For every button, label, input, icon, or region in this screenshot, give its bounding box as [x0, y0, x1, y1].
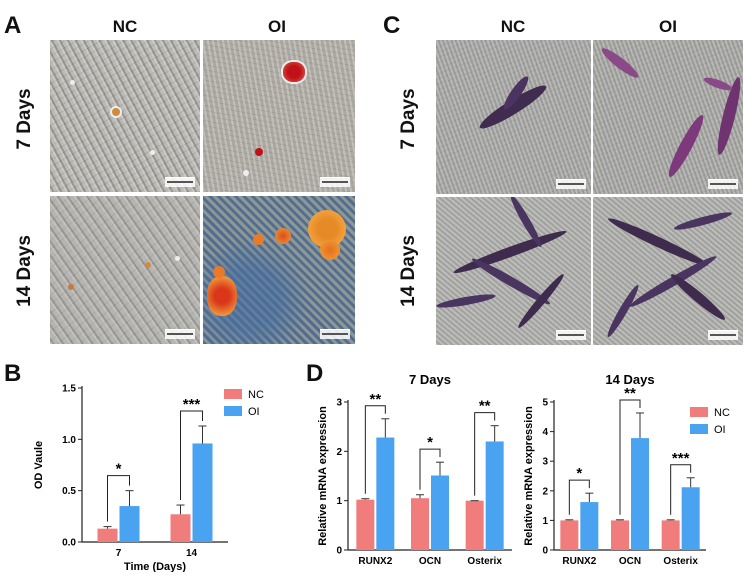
chart-d1-sig-bracket-2 — [474, 412, 496, 496]
chart-d2-ytick-label-2: 2 — [542, 486, 548, 497]
chart-b-xlabel: Time (Days) — [124, 561, 186, 572]
chart-d1-sig-label-1: * — [427, 434, 433, 451]
chart-b-bar-oi-0 — [119, 506, 140, 542]
chart-b-legend-swatch-oi — [224, 406, 242, 416]
micrograph-c-nc-7days — [436, 40, 591, 194]
panel-a-col-oi: OI — [268, 17, 286, 36]
chart-b-ylabel: OD Vaule — [33, 441, 45, 489]
chart-d2-sig-label-0: * — [576, 465, 582, 482]
chart-d1-xtick-label-1: OCN — [419, 556, 441, 567]
chart-d1-ytick-label-1: 1 — [336, 496, 342, 507]
panel-c-row-14days: 14 Days — [398, 235, 419, 307]
chart-d1-ytick-label-3: 3 — [336, 398, 342, 409]
micrograph-c-oi-14days — [593, 197, 743, 345]
chart-d2-legend-label-nc: NC — [714, 407, 730, 419]
chart-b-sig-bracket-1 — [180, 410, 203, 501]
chart-d1-xtick-label-2: Osterix — [467, 556, 502, 567]
chart-d1-bar-nc-0 — [356, 499, 375, 550]
chart-d2-ytick-label-1: 1 — [542, 516, 548, 527]
chart-d1-sig-label-2: ** — [479, 398, 491, 415]
chart-d1-xtick-label-0: RUNX2 — [358, 556, 392, 567]
chart-b-legend-label-nc: NC — [248, 389, 264, 401]
chart-b-bar-nc-1 — [170, 514, 191, 542]
micrograph-c-oi-7days — [593, 40, 743, 194]
chart-d1-ytick-label-2: 2 — [336, 447, 342, 458]
panel-d-label: D — [306, 360, 324, 387]
chart-d2-bar-oi-2 — [681, 487, 700, 550]
chart-b-xtick-label-1: 14 — [186, 548, 198, 559]
chart-d1-bar-oi-0 — [376, 437, 395, 550]
panel-c-label: C — [383, 12, 401, 39]
chart-d2-xtick-label-1: OCN — [619, 556, 641, 567]
chart-d2-ytick-label-4: 4 — [542, 427, 548, 438]
chart-d2-xtick-label-2: Osterix — [663, 556, 698, 567]
chart-b-ytick-label-3: 1.5 — [62, 384, 76, 395]
chart-b-ytick-label-2: 1.0 — [62, 435, 76, 446]
chart-b-sig-label-1: *** — [183, 396, 201, 413]
panel-a-label: A — [4, 12, 22, 39]
chart-d-7days: 7 Days 0 1 2 3 Relative mRNA expression RUNX2 *… — [317, 372, 512, 567]
chart-b-legend-label-oi: OI — [248, 406, 260, 418]
chart-d2-sig-label-2: *** — [672, 450, 690, 467]
chart-b-sig-bracket-0 — [107, 475, 130, 522]
chart-b: 0.0 0.5 1.0 1.5 OD Vaule Time (Days)7 * 14 *** NC… — [33, 384, 264, 573]
micrograph-c-nc-14days — [436, 197, 591, 345]
chart-d2-sig-label-1: ** — [624, 385, 636, 402]
chart-d1-bar-oi-2 — [485, 441, 504, 550]
micrograph-a-oi-14days — [203, 196, 355, 344]
chart-d2-xtick-label-0: RUNX2 — [562, 556, 596, 567]
chart-d2-legend-label-oi: OI — [714, 424, 726, 436]
micrograph-a-nc-14days — [50, 196, 200, 344]
chart-d1-bar-oi-1 — [431, 475, 449, 550]
panel-c-col-oi: OI — [659, 17, 677, 36]
panel-a-row-14days: 14 Days — [14, 235, 35, 307]
chart-d2-sig-bracket-1 — [619, 399, 641, 515]
chart-d2-bar-oi-1 — [631, 438, 649, 550]
panel-c-col-nc: NC — [500, 17, 526, 36]
chart-b-bar-oi-1 — [192, 443, 213, 542]
chart-d2-ytick-label-3: 3 — [542, 457, 548, 468]
chart-d2-bar-nc-0 — [560, 520, 579, 550]
chart-d2-legend-swatch-oi — [690, 424, 708, 434]
chart-b-ytick-label-0: 0.0 — [62, 538, 76, 549]
panel-a-row-7days: 7 Days — [14, 88, 35, 150]
chart-d1-sig-bracket-0 — [364, 405, 386, 494]
chart-b-bar-nc-0 — [97, 528, 118, 542]
chart-d1-title: 7 Days — [409, 372, 451, 387]
panel-c-row-7days: 7 Days — [398, 88, 419, 150]
chart-d1-ylabel: Relative mRNA expression — [317, 406, 329, 546]
chart-d2-bar-oi-0 — [580, 502, 599, 550]
chart-d2-bar-nc-2 — [661, 520, 680, 550]
chart-d2-sig-bracket-0 — [568, 479, 590, 515]
panel-b-label: B — [4, 360, 22, 387]
chart-d1-sig-bracket-1 — [419, 448, 441, 490]
chart-d2-sig-bracket-2 — [670, 464, 692, 515]
chart-d2-ytick-label-0: 0 — [542, 546, 548, 557]
chart-d-14days: 14 Days 0 1 2 3 4 5 Relative mRNA expression RUN… — [523, 372, 730, 567]
chart-d1-bar-nc-1 — [411, 498, 429, 550]
micrograph-a-oi-7days — [203, 40, 355, 192]
chart-d2-ylabel: Relative mRNA expression — [523, 406, 535, 546]
chart-d1-sig-label-0: ** — [369, 391, 381, 408]
chart-d2-title: 14 Days — [605, 372, 654, 387]
chart-b-sig-label-0: * — [116, 461, 122, 478]
chart-d1-bar-nc-2 — [465, 500, 484, 550]
panel-a-col-nc: NC — [112, 17, 138, 36]
chart-d2-bar-nc-1 — [611, 520, 629, 550]
chart-b-ytick-label-1: 0.5 — [62, 486, 76, 497]
micrograph-a-nc-7days — [50, 40, 200, 192]
chart-b-xtick-label-0: 7 — [116, 548, 122, 559]
chart-b-legend-swatch-nc — [224, 389, 242, 399]
chart-d1-ytick-label-0: 0 — [336, 546, 342, 557]
chart-d2-legend-swatch-nc — [690, 407, 708, 417]
chart-d2-ytick-label-5: 5 — [542, 398, 548, 409]
